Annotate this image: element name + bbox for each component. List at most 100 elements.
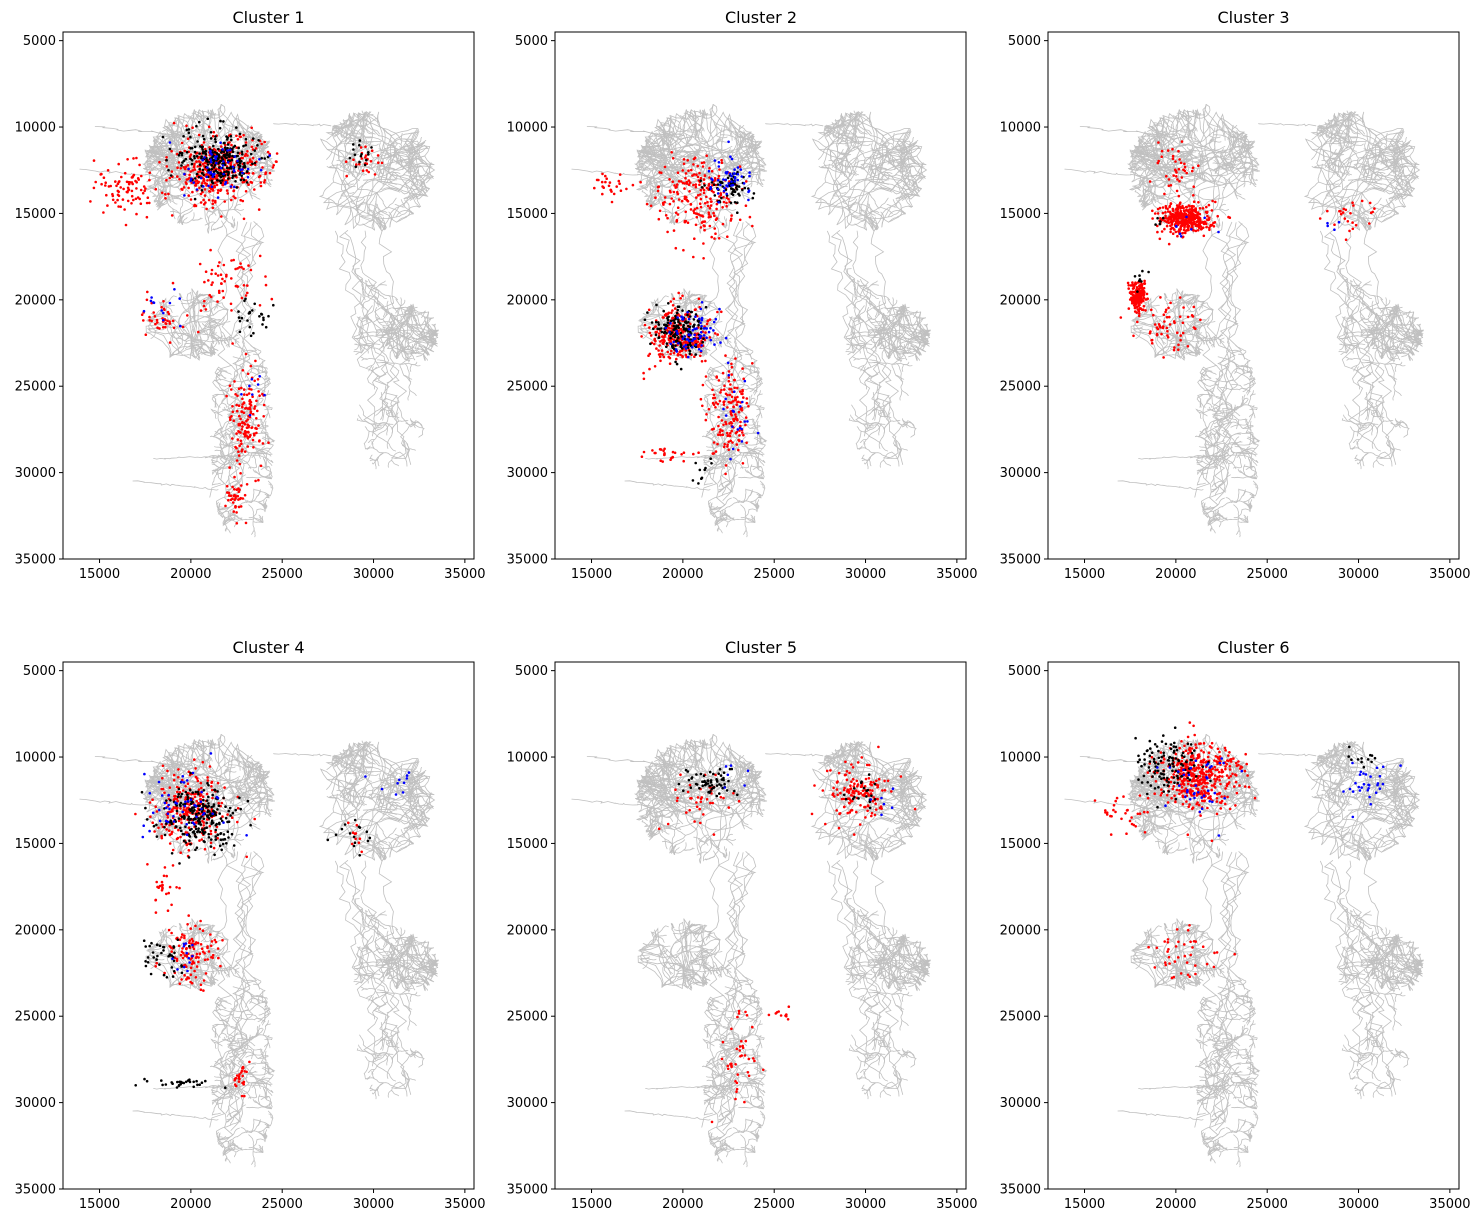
skeleton-branch — [368, 279, 379, 291]
skeleton-branch — [852, 142, 864, 149]
skeleton-branch — [268, 483, 274, 489]
skeleton-branch — [870, 229, 903, 458]
data-point — [214, 177, 218, 180]
skeleton-branch — [382, 312, 389, 320]
data-point — [126, 186, 130, 190]
data-point — [121, 198, 125, 201]
skeleton-branch — [216, 468, 222, 475]
skeleton-branch — [163, 162, 175, 169]
skeleton-branch — [374, 306, 380, 323]
skeleton-branch — [832, 179, 839, 191]
skeleton-branch — [369, 459, 378, 462]
skeleton-branch — [415, 337, 423, 350]
data-point — [233, 144, 237, 148]
data-point — [263, 393, 266, 397]
skeleton-branch — [678, 112, 688, 124]
skeleton-branch — [760, 466, 764, 480]
data-point — [246, 319, 249, 322]
data-point — [180, 164, 183, 167]
skeleton-branch — [209, 435, 216, 438]
skeleton-branch — [737, 125, 745, 134]
skeleton-branch — [854, 134, 863, 146]
data-point — [225, 135, 228, 138]
skeleton-branch — [156, 181, 165, 189]
skeleton-branch — [223, 440, 240, 446]
skeleton-branch — [395, 210, 413, 218]
skeleton-branch — [380, 412, 384, 420]
skeleton-branch — [385, 169, 397, 179]
skeleton-branch — [339, 160, 352, 168]
data-point — [240, 266, 243, 269]
skeleton-branch — [223, 406, 230, 412]
skeleton-branch — [842, 200, 850, 210]
skeleton-branch — [206, 294, 214, 306]
skeleton-branch — [399, 363, 405, 376]
skeleton-branch — [214, 183, 242, 191]
skeleton-branch — [400, 316, 412, 330]
data-point — [240, 410, 243, 413]
skeleton-branch — [387, 410, 390, 418]
skeleton-branch — [415, 420, 423, 429]
skeleton-branch — [914, 320, 921, 332]
data-point — [251, 156, 255, 160]
data-point — [262, 415, 266, 418]
skeleton-branch — [210, 334, 215, 345]
skeleton-branch — [400, 160, 410, 163]
skeleton-branch — [267, 487, 274, 497]
skeleton-branch — [381, 167, 385, 182]
skeleton-branch — [217, 183, 260, 201]
data-point — [243, 450, 247, 453]
data-point — [241, 448, 244, 451]
data-point — [222, 120, 225, 123]
skeleton-branch — [674, 151, 696, 161]
panel-cluster-1: Cluster 1 15000 20000 25000 30000 3500050001… — [15, 8, 486, 582]
skeleton-branch — [389, 175, 398, 181]
skeleton-branch — [230, 429, 236, 438]
data-point — [111, 198, 115, 202]
data-point — [223, 146, 227, 149]
data-point — [139, 202, 143, 205]
skeleton-branch — [403, 374, 413, 380]
data-point — [158, 160, 161, 164]
data-point — [218, 179, 222, 183]
data-point — [261, 323, 264, 326]
skeleton-branch — [153, 177, 160, 185]
data-point — [199, 192, 203, 196]
skeleton-branch — [413, 139, 427, 148]
skeleton-branch — [748, 161, 767, 166]
skeleton-branch — [410, 164, 417, 172]
skeleton-branch — [642, 135, 650, 151]
skeleton-branch — [859, 209, 871, 220]
data-point — [234, 393, 237, 396]
data-point — [212, 170, 216, 174]
skeleton-branch — [678, 161, 692, 164]
data-point — [355, 163, 358, 166]
skeleton-branch — [333, 181, 347, 185]
skeleton-branch — [392, 335, 406, 339]
skeleton-branch — [728, 150, 734, 159]
skeleton-branch — [659, 168, 673, 178]
data-point — [218, 261, 221, 264]
data-point — [236, 159, 239, 163]
data-point — [207, 198, 211, 202]
skeleton-branch — [410, 418, 414, 425]
skeleton-branch — [839, 173, 853, 186]
skeleton-branch — [647, 146, 657, 150]
skeleton-branch — [645, 177, 652, 185]
skeleton-branch — [752, 143, 760, 146]
data-point — [226, 149, 229, 152]
skeleton-branch — [366, 155, 380, 168]
skeleton-branch — [221, 120, 229, 132]
skeleton-branch — [336, 132, 358, 147]
data-point — [228, 466, 231, 469]
skeleton-branch — [854, 133, 859, 149]
skeleton-branch — [896, 141, 903, 153]
skeleton-branch — [154, 195, 158, 203]
skeleton-branch — [732, 165, 760, 185]
skeleton-branch — [160, 153, 174, 157]
skeleton-branch — [407, 390, 411, 401]
skeleton-branch — [212, 474, 218, 483]
data-point — [226, 143, 230, 146]
skeleton-branch — [420, 333, 425, 342]
skeleton-branch — [400, 297, 402, 307]
